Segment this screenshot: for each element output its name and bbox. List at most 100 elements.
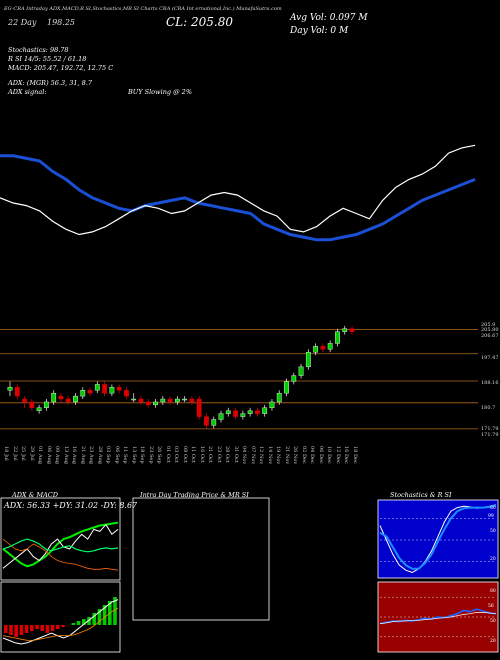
date-axis-label: 26 Nov bbox=[292, 446, 299, 465]
date-axis-label: 25 Jul bbox=[20, 446, 27, 461]
rsi-tick-80: 80 bbox=[490, 589, 496, 594]
candle-up bbox=[313, 346, 319, 353]
macd-signal-line bbox=[2, 607, 119, 641]
avg-volume: Avg Vol: 0.097 M bbox=[290, 13, 368, 23]
price-axis-label: 206.67 bbox=[481, 333, 499, 339]
date-axis-label: 11 Sep bbox=[122, 446, 129, 464]
header-line: EG-CRA Intraday ADX,MACD,R SI,Stochastic… bbox=[4, 6, 282, 12]
date-axis-label: 21 Aug bbox=[79, 446, 86, 464]
date-axis-label: 22 Jul bbox=[11, 446, 18, 461]
candle-up bbox=[335, 331, 340, 344]
price-axis-label: 205.9 bbox=[481, 322, 496, 328]
candle-up bbox=[218, 413, 224, 420]
candle-down bbox=[65, 398, 71, 403]
stoch-tick-20: 20 bbox=[490, 557, 496, 562]
date-axis-label: 26 Sep bbox=[156, 446, 163, 464]
date-axis-label: 03 Oct bbox=[173, 446, 180, 463]
macd-bar bbox=[56, 625, 60, 629]
adx-line bbox=[2, 521, 119, 568]
candle-up bbox=[160, 398, 166, 403]
candle-up bbox=[51, 392, 57, 403]
date-axis-label: 10 Dec bbox=[326, 446, 333, 464]
stoch-d-line bbox=[379, 504, 497, 570]
candle-up bbox=[80, 390, 86, 397]
candle-up bbox=[73, 395, 78, 403]
macd-bar bbox=[19, 625, 24, 635]
rsi-readout: R SI 14/5: 55.52 / 61.18 bbox=[8, 55, 87, 63]
stoch-tick-80: 80 bbox=[490, 506, 496, 511]
macd-bar bbox=[50, 625, 55, 631]
date-axis-label: 31 Oct bbox=[232, 446, 239, 463]
candle-down bbox=[87, 390, 93, 394]
macd-bar bbox=[45, 625, 50, 633]
macd-bar bbox=[24, 625, 29, 633]
price-axis-label: 171.79 bbox=[481, 432, 499, 438]
date-axis-label: 18 Dec bbox=[352, 446, 358, 464]
intraday-panel-frame bbox=[132, 497, 270, 621]
macd-readout: MACD: 205.47, 192.72, 12.75 C bbox=[8, 64, 114, 72]
macd-bar bbox=[30, 625, 34, 631]
candle-up bbox=[225, 410, 231, 414]
rsi-line bbox=[379, 608, 497, 625]
candle-up bbox=[109, 387, 115, 394]
price-label: 198.25 bbox=[47, 18, 75, 27]
stochastics-readout: Stochastics: 98.78 bbox=[8, 46, 69, 54]
candle-up bbox=[342, 328, 348, 332]
price-axis-label: 180.7 bbox=[481, 405, 496, 411]
candle-down bbox=[102, 384, 107, 394]
adx-signal-line bbox=[2, 538, 119, 553]
day-volume: Day Vol: 0 M bbox=[290, 26, 349, 36]
price-line bbox=[0, 144, 476, 236]
date-axis-label: 23 Sep bbox=[147, 446, 154, 464]
macd-line bbox=[2, 599, 119, 645]
rsi-value: 56 bbox=[488, 604, 494, 609]
candle-down bbox=[138, 398, 144, 403]
adx-panel-values: ADX: 56.33 +DY: 31.02 -DY: 8.67 bbox=[4, 501, 138, 510]
candle-up bbox=[7, 387, 13, 391]
macd-bar bbox=[113, 597, 117, 625]
candle-down bbox=[204, 416, 209, 426]
price-axis-label: 197.47 bbox=[481, 355, 499, 361]
date-axis-label: 16 Aug bbox=[71, 446, 78, 464]
adx-readout: ADX: (MGR) 56.3, 31, 8.7 bbox=[8, 79, 93, 87]
date-axis-label: 21 Nov bbox=[283, 446, 290, 465]
macd-bar bbox=[76, 621, 81, 625]
buy-signal: BUY Slowing @ 2% bbox=[128, 88, 192, 96]
candle-down bbox=[196, 398, 202, 417]
indicator-panels bbox=[0, 497, 499, 653]
intraday-panel-title: Intra Day Trading Price & MR SI bbox=[140, 491, 249, 499]
candle-up bbox=[174, 398, 180, 403]
close-price: CL: 205.80 bbox=[166, 15, 233, 29]
candle-down bbox=[349, 328, 355, 332]
candle-up bbox=[153, 401, 158, 406]
date-axis-label: 28 Oct bbox=[224, 446, 231, 463]
date-axis-label: 01 Oct bbox=[164, 446, 171, 463]
candle-down bbox=[116, 387, 122, 391]
candle-up bbox=[131, 398, 137, 401]
adx-panel-title: ADX & MACD bbox=[12, 491, 58, 499]
candle-up bbox=[94, 384, 100, 391]
macd-bar bbox=[14, 625, 18, 637]
macd-bar bbox=[35, 625, 39, 629]
candle-up bbox=[276, 392, 282, 403]
candle-up bbox=[182, 398, 188, 401]
date-axis-label: 09 Aug bbox=[54, 446, 61, 464]
date-axis-label: 13 Aug bbox=[62, 446, 69, 464]
date-axis-label: 04 Dec bbox=[309, 446, 316, 464]
candle-up bbox=[247, 410, 253, 414]
candle-up bbox=[284, 381, 289, 394]
date-label: 22 Day bbox=[8, 18, 37, 27]
price-axis-label: 171.79 bbox=[481, 426, 499, 432]
candle-up bbox=[211, 419, 217, 426]
candle-down bbox=[58, 395, 64, 400]
macd-bar bbox=[61, 625, 65, 627]
adx-signal-label: ADX signal: bbox=[8, 88, 47, 96]
minus-dy-line bbox=[2, 538, 119, 571]
date-axis-label: 01 Aug bbox=[37, 446, 44, 464]
candle-up bbox=[291, 375, 297, 382]
date-axis-label: 06 Dec bbox=[317, 446, 324, 464]
candle-up bbox=[43, 401, 49, 409]
date-axis-label: 11 Oct bbox=[190, 446, 197, 463]
macd-bar bbox=[9, 625, 13, 635]
